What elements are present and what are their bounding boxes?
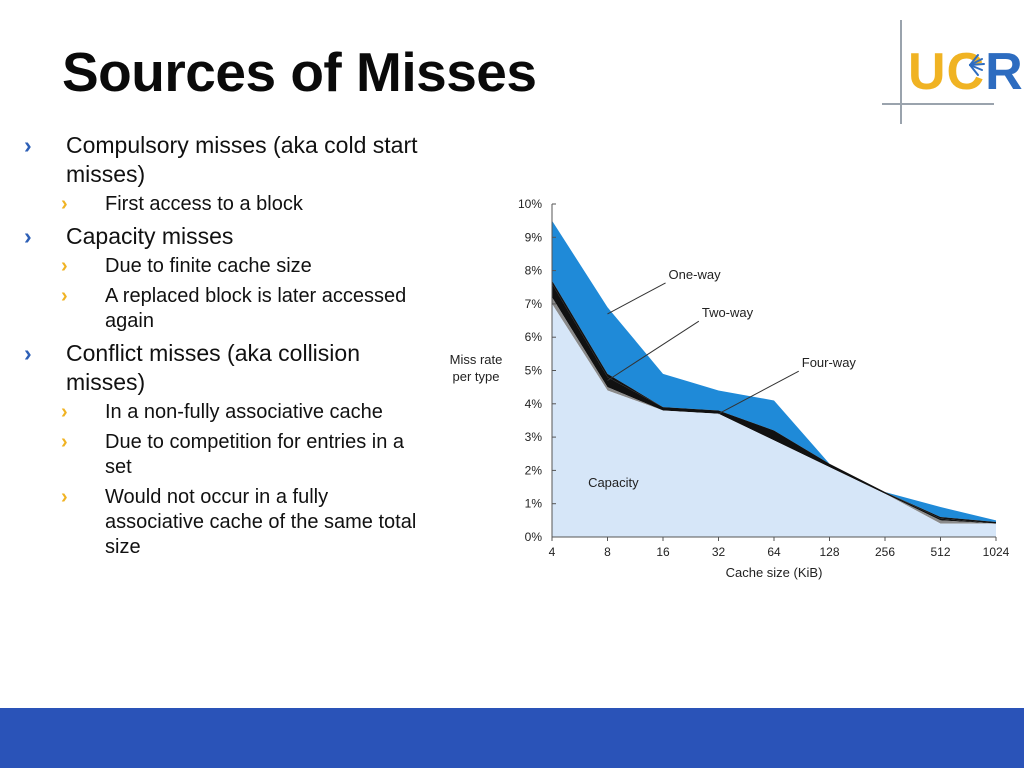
y-tick-label: 9% [525, 230, 543, 244]
sunburst-icon [969, 54, 985, 76]
x-tick-label: 16 [656, 545, 670, 559]
subbullet-text: Would not occur in a fully associative c… [105, 486, 417, 558]
y-tick-label: 2% [525, 463, 543, 477]
logo-divider-vertical [900, 20, 902, 124]
x-tick-label: 8 [604, 545, 611, 559]
x-tick-label: 512 [930, 545, 950, 559]
subbullet-text: Due to competition for entries in a set [105, 431, 405, 478]
subbullet-text: In a non-fully associative cache [105, 401, 383, 423]
logo-divider-horizontal [882, 103, 994, 105]
bullet-text: Capacity misses [66, 223, 234, 249]
subbullet-arrow-icon: › [61, 431, 68, 453]
x-tick-label: 128 [819, 545, 839, 559]
annotation-leader-line [718, 370, 799, 415]
subbullet-arrow-icon: › [61, 401, 68, 423]
bullet-arrow-icon: › [24, 340, 32, 366]
y-axis-label-line2: per type [453, 369, 500, 384]
bullet-capacity: › Capacity misses [24, 222, 424, 251]
logo-wordmark: UCR [908, 46, 1024, 98]
subbullet: › Would not occur in a fully associative … [24, 485, 424, 560]
slide-title: Sources of Misses [62, 41, 537, 103]
ucr-logo: UCR [882, 20, 1023, 124]
subbullet-arrow-icon: › [61, 193, 68, 215]
subbullet-text: First access to a block [105, 193, 303, 215]
bullet-conflict: › Conflict misses (aka collision misses) [24, 339, 424, 397]
subbullet-arrow-icon: › [61, 255, 68, 277]
annotation-label: Capacity [588, 475, 639, 490]
bullet-arrow-icon: › [24, 132, 32, 158]
bullet-compulsory: › Compulsory misses (aka cold start misse… [24, 131, 424, 189]
y-tick-label: 7% [525, 297, 543, 311]
subbullet-text: Due to finite cache size [105, 255, 312, 277]
subbullet-arrow-icon: › [61, 285, 68, 307]
bullet-arrow-icon: › [24, 223, 32, 249]
x-tick-label: 64 [767, 545, 781, 559]
logo-text-uc: UC [908, 43, 986, 101]
series-area-one-way [552, 220, 996, 523]
x-tick-label: 32 [712, 545, 726, 559]
y-tick-label: 6% [525, 330, 543, 344]
series-area-capacity [552, 303, 996, 537]
y-tick-label: 3% [525, 430, 543, 444]
subbullet-arrow-icon: › [61, 486, 68, 508]
annotation-label: Two-way [702, 305, 754, 320]
y-tick-label: 5% [525, 364, 543, 378]
subbullet: › In a non-fully associative cache [24, 400, 424, 425]
subbullet-text: A replaced block is later accessed again [105, 285, 407, 332]
y-tick-label: 0% [525, 530, 543, 544]
subbullet: › First access to a block [24, 192, 424, 217]
y-tick-label: 8% [525, 264, 543, 278]
x-tick-label: 1024 [983, 545, 1010, 559]
logo-text-r: R [985, 43, 1024, 101]
miss-rate-chart: 0% 1% 2% 3% 4% 5% 6% 7% 8% 9% 10% 4 8 16 32 64 128 256 512… [450, 197, 1010, 580]
annotation-leader-line [607, 282, 666, 315]
y-tick-label: 10% [518, 197, 542, 211]
subbullet: › Due to competition for entries in a set [24, 430, 424, 480]
y-tick-label: 4% [525, 397, 543, 411]
subbullet: › Due to finite cache size [24, 254, 424, 279]
x-tick-label: 4 [549, 545, 556, 559]
y-tick-label: 1% [525, 497, 543, 511]
x-axis-label: Cache size (KiB) [726, 565, 823, 580]
x-tick-label: 256 [875, 545, 895, 559]
y-axis-label-line1: Miss rate [450, 352, 503, 367]
annotation-label: Four-way [802, 355, 857, 370]
footer-bar [0, 708, 1024, 768]
subbullet: › A replaced block is later accessed agai… [24, 284, 424, 334]
bullet-list: › Compulsory misses (aka cold start misse… [24, 131, 424, 565]
annotation-leader-line [607, 320, 700, 381]
annotation-label: One-way [669, 267, 722, 282]
bullet-text: Compulsory misses (aka cold start misses… [66, 132, 418, 187]
bullet-text: Conflict misses (aka collision misses) [66, 340, 360, 395]
